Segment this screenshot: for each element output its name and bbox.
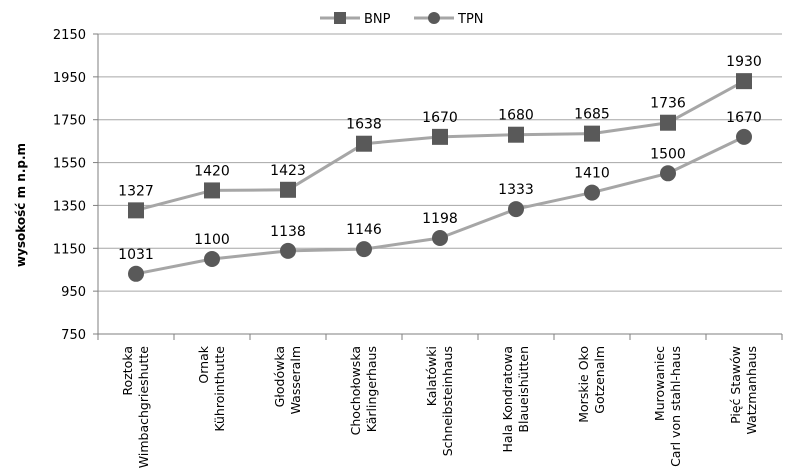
x-category-label-line: Wimbachgrieshutte (136, 346, 151, 469)
marker-square-bnp (432, 128, 448, 145)
data-label-bnp: 1685 (574, 107, 610, 123)
x-category-label-line: Kärlingerhaus (364, 346, 379, 432)
marker-circle-tpn (660, 165, 676, 182)
x-category-label-line: Watzmanhaus (744, 346, 759, 434)
marker-square-bnp (128, 202, 144, 219)
x-category-label-line: Roztoka (120, 346, 135, 396)
y-tick-label: 1950 (53, 71, 86, 86)
data-label-tpn: 1500 (650, 146, 686, 162)
data-label-bnp: 1680 (498, 108, 534, 124)
data-labels: 1327 1420 1423 1638 1670 1680 1685 1736 1930 1031… (118, 54, 762, 263)
marker-circle-tpn (128, 265, 144, 282)
gridlines (98, 33, 782, 292)
marker-square-bnp (736, 73, 752, 90)
data-label-bnp: 1736 (650, 96, 686, 112)
y-tick-label: 950 (61, 285, 86, 300)
legend-label-tpn: TPN (457, 12, 484, 27)
marker-circle-tpn (736, 128, 752, 145)
y-axis-title: wysokość m n.p.m (14, 143, 28, 267)
data-label-tpn: 1138 (270, 224, 306, 240)
x-category-label: Pięć Stawów Watzmanhaus (728, 346, 759, 434)
x-category-label-line: Kührointhutte (212, 346, 227, 432)
x-category-label-line: Schneibsteinhaus (440, 346, 455, 456)
x-category-label-line: Wasseralm (288, 346, 303, 414)
marker-square-bnp (356, 135, 372, 152)
x-category-label-line: Chochołowska (348, 346, 363, 435)
data-label-bnp: 1670 (422, 110, 458, 126)
x-category-label-line: Morskie Oko (576, 346, 591, 423)
x-category-label: Ornak Kührointhutte (196, 345, 227, 431)
x-category-label: Hala Kondratowa Blaueishütten (500, 346, 531, 452)
legend-marker-square (334, 12, 346, 24)
data-label-bnp: 1638 (346, 117, 382, 133)
marker-circle-tpn (356, 241, 372, 258)
x-category-label-line: Ornak (196, 345, 211, 383)
data-label-bnp: 1420 (194, 163, 230, 179)
x-category-label: Roztoka Wimbachgrieshutte (120, 346, 151, 469)
data-label-tpn: 1410 (574, 166, 610, 182)
y-tick-label: 1750 (53, 114, 86, 129)
y-tick-label: 2150 (53, 28, 86, 43)
y-tick-label: 1150 (53, 242, 86, 257)
x-category-label: Murowaniec Carl von stahl-haus (652, 346, 683, 467)
data-label-tpn: 1146 (346, 222, 382, 238)
data-label-bnp: 1327 (118, 183, 154, 199)
marker-square-bnp (280, 181, 296, 198)
x-category-label: Chochołowska Kärlingerhaus (348, 346, 379, 435)
marker-circle-tpn (508, 201, 524, 218)
marker-square-bnp (508, 126, 524, 143)
legend-label-bnp: BNP (364, 12, 391, 27)
data-label-bnp: 1423 (270, 163, 306, 179)
x-category-label: Kalatówki Schneibsteinhaus (424, 346, 455, 456)
marker-square-bnp (204, 182, 220, 199)
marker-circle-tpn (432, 230, 448, 246)
marker-circle-tpn (584, 184, 600, 201)
marker-circle-tpn (204, 251, 220, 267)
x-category-label-line: Pięć Stawów (728, 346, 743, 424)
y-tick-label: 1550 (53, 157, 86, 172)
x-category-label-line: Murowaniec (652, 346, 667, 421)
marker-square-bnp (660, 114, 676, 131)
data-label-bnp: 1930 (726, 54, 762, 70)
series (128, 73, 752, 282)
axes: 750 950 1150 1350 1550 1750 1950 2150 Roztoka Wim… (53, 28, 783, 469)
x-category-label-line: Kalatówki (424, 346, 439, 406)
data-label-tpn: 1670 (726, 110, 762, 126)
x-category-label-line: Carl von stahl-haus (668, 346, 683, 467)
x-category-label-line: Hala Kondratowa (500, 346, 515, 452)
x-category-label-line: Głodówka (272, 346, 287, 407)
y-tick-label: 750 (61, 328, 86, 343)
marker-circle-tpn (280, 242, 296, 259)
y-tick-label: 1350 (53, 199, 86, 214)
legend-marker-circle (428, 12, 440, 24)
legend: BNP TPN (320, 12, 484, 27)
data-label-tpn: 1333 (498, 182, 534, 198)
data-label-tpn: 1031 (118, 247, 154, 263)
x-category-label: Głodówka Wasseralm (272, 346, 303, 414)
x-category-label-line: Blaueishütten (516, 346, 531, 433)
data-label-tpn: 1198 (422, 211, 458, 227)
marker-square-bnp (584, 125, 600, 142)
data-label-tpn: 1100 (194, 232, 230, 248)
x-category-label: Morskie Oko Gotzenalm (576, 346, 607, 423)
x-category-label-line: Gotzenalm (592, 346, 607, 414)
